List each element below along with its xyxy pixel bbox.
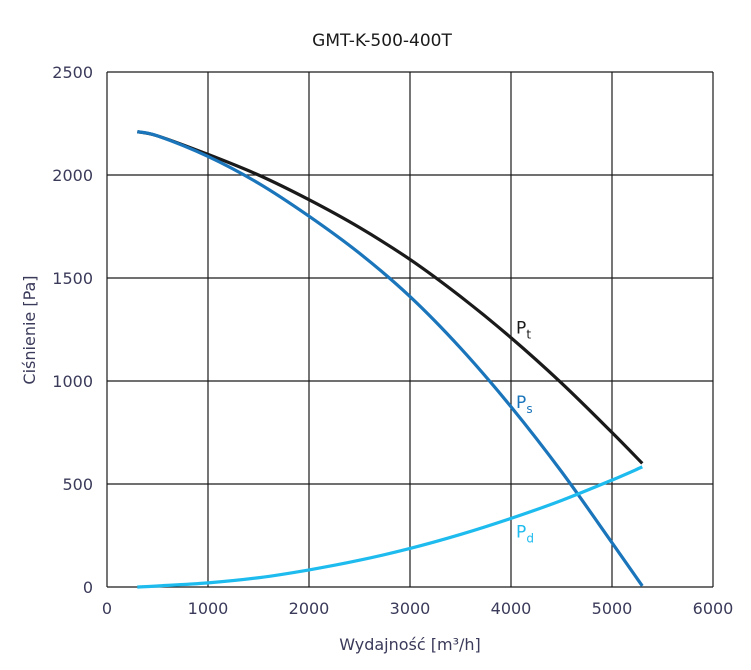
series-label-ps: Ps: [516, 393, 533, 416]
x-tick-label: 2000: [289, 599, 330, 618]
series-label-sub: t: [526, 328, 531, 342]
y-tick-label: 1000: [52, 372, 93, 391]
x-axis-label: Wydajność [m³/h]: [339, 635, 481, 654]
y-tick-label: 2000: [52, 166, 93, 185]
grid: [106, 71, 714, 588]
series-label-pd: Pd: [516, 523, 534, 546]
series-label-sub: s: [526, 402, 532, 416]
series-label-main: P: [516, 319, 526, 339]
x-tick-label: 5000: [592, 599, 633, 618]
y-tick-label: 500: [62, 475, 93, 494]
x-tick-label: 3000: [390, 599, 431, 618]
series-line-pt: [136, 130, 644, 465]
x-tick-label: 0: [102, 599, 112, 618]
y-tick-label: 2500: [52, 63, 93, 82]
series-label-main: P: [516, 393, 526, 413]
series-label-main: P: [516, 523, 526, 543]
chart-title: GMT-K-500-400T: [312, 31, 452, 51]
x-tick-label: 4000: [491, 599, 532, 618]
x-tick-label: 1000: [188, 599, 229, 618]
y-tick-label: 0: [83, 578, 93, 597]
y-tick-labels: 0 500 1000 1500 2000 2500: [52, 63, 93, 597]
y-tick-label: 1500: [52, 269, 93, 288]
series-line-pd: [137, 465, 643, 589]
x-tick-label: 6000: [693, 599, 734, 618]
x-tick-labels: 0 1000 2000 3000 4000 5000 6000: [102, 599, 733, 618]
y-axis-label: Ciśnienie [Pa]: [20, 275, 39, 384]
series-label-sub: d: [526, 532, 534, 546]
series-label-pt: Pt: [516, 319, 531, 342]
series-line-ps: [136, 130, 644, 587]
